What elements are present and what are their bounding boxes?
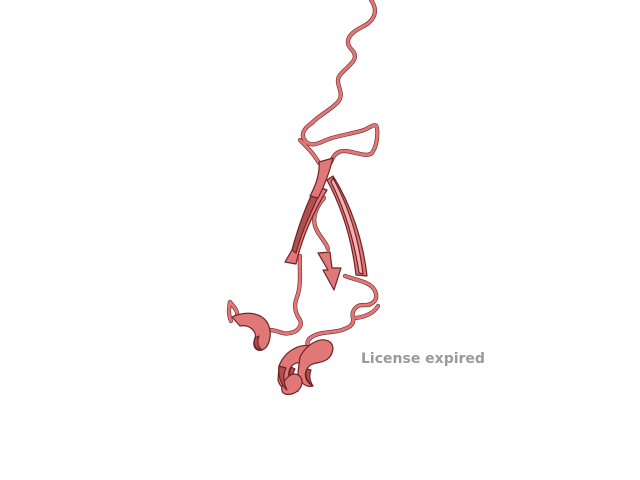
protein-cartoon	[226, 0, 381, 395]
beta-strand-arrow	[317, 251, 342, 291]
beta-strand-upper	[309, 157, 334, 199]
right-loop-tail	[351, 304, 380, 320]
helix-large-shadow	[278, 365, 288, 391]
top-loop	[301, 121, 379, 164]
n-terminal-tail	[310, 0, 377, 125]
helix-small-left-inner	[253, 335, 263, 351]
coil-loops	[227, 0, 380, 362]
c-terminal-tail	[227, 300, 239, 323]
alpha-helices	[231, 312, 334, 395]
beta-strand-right-highlight	[330, 177, 364, 275]
beta-strand-left-underside	[291, 185, 323, 254]
license-watermark: License expired	[361, 351, 485, 367]
helix-large-coil-2	[297, 339, 334, 387]
strand-connector	[298, 138, 321, 165]
right-loop	[307, 274, 378, 341]
left-descending-loop	[268, 254, 303, 335]
helix-large-inner-2	[305, 368, 314, 387]
beta-sheet	[284, 157, 368, 291]
